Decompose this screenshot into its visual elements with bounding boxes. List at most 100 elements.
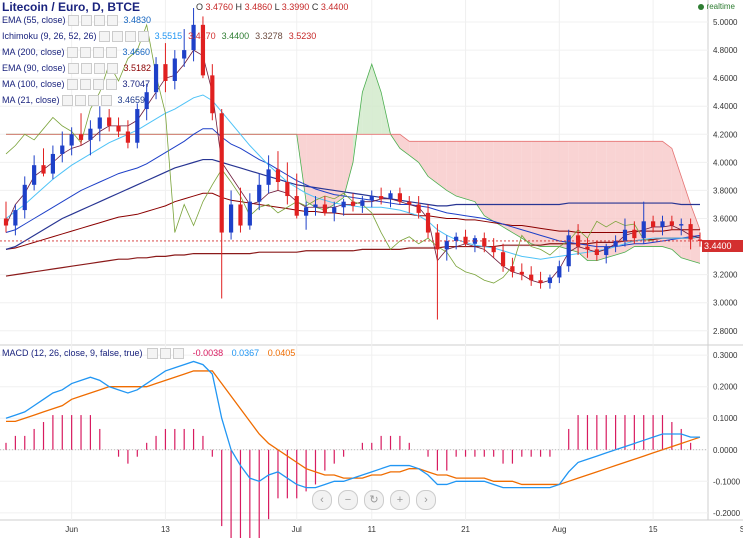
chart-navigation: ‹ − ↻ + › xyxy=(312,490,442,510)
lock-icon[interactable] xyxy=(93,63,105,75)
last-price-tag: 3.4400 xyxy=(702,240,743,252)
indicator-legend-2[interactable]: MA (200, close) 3.4660 xyxy=(2,46,150,59)
indicator-name: MA (200, close) xyxy=(2,47,65,57)
x-tick-label: Jun xyxy=(65,525,78,534)
candle-body xyxy=(444,240,449,250)
lock-icon[interactable] xyxy=(93,15,105,27)
gear-icon[interactable] xyxy=(80,15,92,27)
candle-body xyxy=(369,196,374,201)
candle-body xyxy=(163,64,168,81)
ichimoku-cloud-segment xyxy=(559,141,569,250)
eye-icon[interactable] xyxy=(67,15,79,27)
macd-signal-line xyxy=(6,370,701,486)
ichimoku-cloud-segment xyxy=(615,141,625,255)
close-icon[interactable] xyxy=(100,95,112,107)
candle-body xyxy=(313,204,318,208)
eye-icon[interactable] xyxy=(66,79,78,91)
y-tick-label: 3.0000 xyxy=(713,299,738,308)
candle-body xyxy=(266,169,271,185)
candle-body xyxy=(641,221,646,239)
candle-body xyxy=(275,169,281,183)
macd-signal-value: 0.0405 xyxy=(267,348,296,358)
gear-icon[interactable] xyxy=(79,79,91,91)
x-tick-label: Sep xyxy=(740,525,743,534)
gear-icon[interactable] xyxy=(160,348,172,360)
eye-icon[interactable] xyxy=(67,63,79,75)
indicator-value: 3.4659 xyxy=(117,95,146,105)
candle-body xyxy=(341,201,346,208)
scroll-forward-button[interactable]: › xyxy=(416,490,436,510)
indicator-legend-1[interactable]: Ichimoku (9, 26, 52, 26) 3.5515 3.4170 3.44… xyxy=(2,30,316,43)
candle-body xyxy=(285,182,290,197)
chart-title: Litecoin / Euro, D, BTCE xyxy=(2,0,141,14)
candle-body xyxy=(116,125,121,132)
close-icon[interactable] xyxy=(105,79,117,91)
candle-body xyxy=(332,207,337,213)
ichimoku-cloud-segment xyxy=(437,141,447,191)
indicator-legend-3[interactable]: EMA (90, close) 3.5182 xyxy=(2,62,151,75)
indicator-value: 3.5182 xyxy=(123,63,152,73)
indicator-value: 3.5515 xyxy=(154,31,183,41)
candle-body xyxy=(78,134,84,140)
gear-icon[interactable] xyxy=(79,47,91,59)
candle-body xyxy=(425,212,431,233)
y-tick-label: 4.8000 xyxy=(713,46,738,55)
ichimoku-cloud-segment xyxy=(418,141,429,177)
close-icon[interactable] xyxy=(137,31,149,43)
candle-body xyxy=(144,92,149,110)
candle-body xyxy=(22,184,27,211)
close-icon[interactable] xyxy=(173,348,185,360)
close-icon[interactable] xyxy=(106,15,118,27)
y-tick-label: 3.2000 xyxy=(713,271,738,280)
candle-body xyxy=(632,229,637,239)
candle-body xyxy=(613,240,618,247)
ichimoku-cloud-segment xyxy=(521,141,532,244)
eye-icon[interactable] xyxy=(66,47,78,59)
close-icon[interactable] xyxy=(106,63,118,75)
ichimoku-cloud-segment xyxy=(606,141,616,258)
ichimoku-cloud-segment xyxy=(549,141,560,247)
lock-icon[interactable] xyxy=(87,95,99,107)
ichimoku-cloud-segment xyxy=(362,64,372,135)
macd-legend-name: MACD (12, 26, close, 9, false, true) xyxy=(2,348,143,358)
scroll-back-button[interactable]: ‹ xyxy=(312,490,332,510)
candle-body xyxy=(191,24,196,51)
gear-icon[interactable] xyxy=(74,95,86,107)
reset-button[interactable]: ↻ xyxy=(364,490,384,510)
macd-legend[interactable]: MACD (12, 26, close, 9, false, true) -0.… xyxy=(2,347,295,360)
ohlc-readout: O 3.4760 H 3.4860 L 3.3990 C 3.4400 xyxy=(196,2,349,12)
y-tick-label: 5.0000 xyxy=(713,18,738,27)
x-tick-label: Aug xyxy=(552,525,566,534)
eye-icon[interactable] xyxy=(147,348,159,360)
gear-icon[interactable] xyxy=(80,63,92,75)
ohlc-close: 3.4400 xyxy=(320,2,349,12)
macd-y-tick-label: 0.1000 xyxy=(713,414,738,423)
lock-icon[interactable] xyxy=(92,47,104,59)
indicator-value: 3.4660 xyxy=(122,47,151,57)
indicator-legend-0[interactable]: EMA (55, close) 3.4830 xyxy=(2,14,151,27)
candle-body xyxy=(679,224,684,226)
eye-icon[interactable] xyxy=(98,31,110,43)
ichimoku-cloud-segment xyxy=(690,204,700,264)
zoom-in-button[interactable]: + xyxy=(390,490,410,510)
lock-icon[interactable] xyxy=(124,31,136,43)
ichimoku-cloud-segment xyxy=(428,141,438,184)
indicator-legend-4[interactable]: MA (100, close) 3.7047 xyxy=(2,78,150,91)
zoom-out-button[interactable]: − xyxy=(338,490,358,510)
eye-icon[interactable] xyxy=(61,95,73,107)
ichimoku-cloud-segment xyxy=(587,141,597,261)
close-icon[interactable] xyxy=(105,47,117,59)
realtime-label: realtime xyxy=(706,2,735,11)
ohlc-low: 3.3990 xyxy=(281,2,310,12)
indicator-legend-5[interactable]: MA (21, close) 3.4659 xyxy=(2,94,145,107)
realtime-dot-icon xyxy=(697,3,704,10)
candle-body xyxy=(416,204,421,213)
x-tick-label: 21 xyxy=(461,525,470,534)
candle-body xyxy=(622,229,628,241)
ichimoku-span-b xyxy=(6,133,701,230)
lock-icon[interactable] xyxy=(92,79,104,91)
gear-icon[interactable] xyxy=(111,31,123,43)
candle-body xyxy=(88,128,93,140)
candle-body xyxy=(60,145,65,154)
